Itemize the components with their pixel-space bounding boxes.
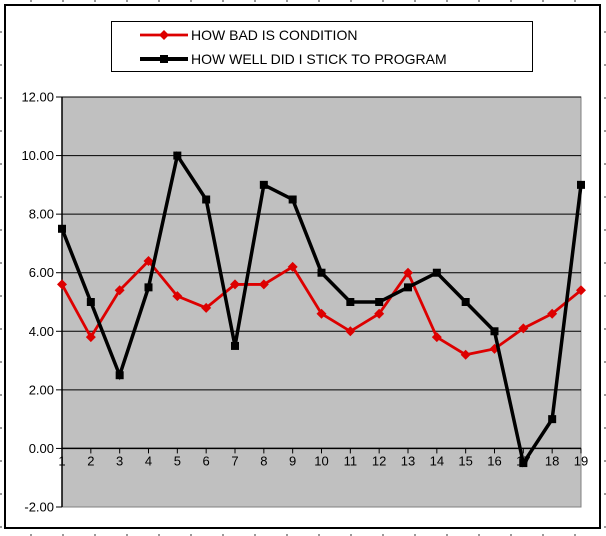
- marker-diamond: [230, 279, 240, 290]
- marker-square: [86, 298, 95, 306]
- marker-diamond: [431, 332, 442, 343]
- marker-square: [259, 180, 268, 189]
- y-tick-label: 10.00: [21, 148, 54, 163]
- y-tick-label: 2.00: [29, 382, 54, 397]
- marker-square: [317, 268, 326, 277]
- marker-square: [144, 283, 153, 292]
- marker-square: [490, 327, 499, 336]
- x-tick-label: 8: [260, 453, 267, 468]
- marker-square: [115, 371, 124, 380]
- y-tick-label: 12.00: [21, 90, 54, 105]
- marker-diamond: [374, 308, 385, 319]
- marker-square: [404, 283, 412, 292]
- marker-square: [548, 415, 557, 424]
- x-tick-label: 13: [401, 453, 415, 468]
- x-tick-label: 2: [87, 453, 94, 468]
- marker-square: [231, 341, 239, 350]
- marker-square: [461, 298, 470, 306]
- marker-diamond: [316, 308, 327, 319]
- y-tick-label: 0.00: [29, 441, 54, 456]
- marker-diamond: [547, 308, 558, 319]
- x-tick-label: 4: [145, 453, 152, 468]
- x-tick-label: 14: [430, 453, 444, 468]
- marker-square: [346, 298, 355, 306]
- marker-square: [202, 195, 211, 204]
- y-tick-label: 4.00: [29, 324, 54, 339]
- legend-swatch-shape: [159, 30, 169, 40]
- x-tick-label: 11: [344, 453, 358, 468]
- marker-diamond: [114, 285, 125, 296]
- legend-label: HOW BAD IS CONDITION: [191, 27, 358, 43]
- x-tick-label: 3: [116, 453, 123, 468]
- marker-square: [58, 224, 66, 233]
- x-tick-label: 12: [372, 453, 386, 468]
- marker-diamond: [403, 267, 413, 278]
- legend-swatch-shape: [160, 55, 168, 63]
- legend-label: HOW WELL DID I STICK TO PROGRAM: [191, 51, 447, 67]
- marker-diamond: [258, 279, 269, 290]
- x-tick-label: 15: [458, 453, 472, 468]
- marker-diamond: [576, 285, 586, 296]
- y-tick-label: 6.00: [29, 265, 54, 280]
- x-tick-label: 18: [545, 453, 559, 468]
- x-tick-label: 16: [487, 453, 501, 468]
- marker-square: [288, 195, 297, 204]
- marker-diamond: [57, 279, 67, 290]
- red-diamond-line-icon: [140, 30, 188, 40]
- y-tick-label: -2.00: [24, 500, 54, 515]
- marker-diamond: [85, 332, 96, 343]
- marker-diamond: [172, 291, 183, 302]
- marker-square: [432, 268, 441, 277]
- x-tick-label: 7: [231, 453, 238, 468]
- marker-diamond: [143, 256, 154, 266]
- black-square-line-icon: [140, 55, 188, 63]
- legend-item-how-well-did-i-stick-to-program[interactable]: HOW WELL DID I STICK TO PROGRAM: [112, 47, 532, 71]
- x-tick-label: 10: [314, 453, 328, 468]
- marker-diamond: [460, 349, 471, 360]
- plot-area: [61, 96, 582, 508]
- marker-diamond: [518, 323, 529, 334]
- x-tick-label: 6: [203, 453, 210, 468]
- marker-diamond: [287, 261, 298, 272]
- x-tick-label: 1: [58, 453, 65, 468]
- marker-diamond: [345, 326, 356, 337]
- legend-item-how-bad-is-condition[interactable]: HOW BAD IS CONDITION: [112, 23, 532, 47]
- marker-square: [173, 151, 182, 160]
- y-tick-label: 8.00: [29, 207, 54, 222]
- marker-diamond: [201, 302, 212, 313]
- marker-square: [577, 180, 585, 189]
- x-tick-label: 5: [174, 453, 181, 468]
- marker-square: [519, 459, 528, 468]
- legend[interactable]: HOW BAD IS CONDITION HOW WELL DID I STIC…: [111, 21, 533, 72]
- x-tick-label: 19: [574, 453, 588, 468]
- x-tick-label: 9: [289, 453, 296, 468]
- marker-square: [375, 298, 384, 306]
